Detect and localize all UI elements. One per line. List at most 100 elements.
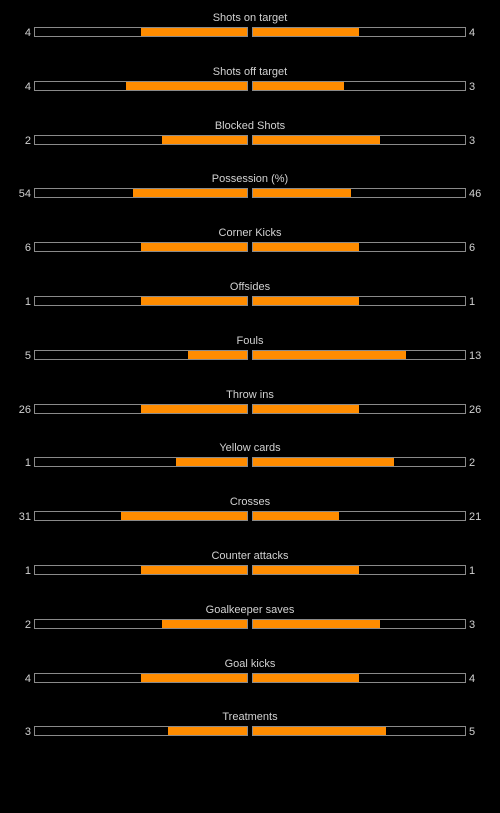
- stat-row: Blocked Shots 2 3: [0, 119, 500, 173]
- away-value: 26: [469, 403, 482, 416]
- away-bar-fill: [253, 673, 359, 682]
- home-bar-fill: [141, 673, 247, 682]
- stat-row: Corner Kicks 6 6: [0, 226, 500, 280]
- away-bar: [252, 618, 466, 629]
- away-bar: [252, 726, 466, 737]
- home-value: 26: [18, 403, 31, 416]
- home-bar-fill: [162, 135, 247, 144]
- stat-row: Possession (%) 54 46: [0, 172, 500, 226]
- stat-label: Corner Kicks: [218, 227, 282, 240]
- away-bar: [252, 188, 466, 199]
- home-bar-fill: [141, 243, 247, 252]
- stat-row: Goalkeeper saves 2 3: [0, 603, 500, 657]
- away-bar-fill: [253, 458, 395, 467]
- away-value: 1: [469, 564, 476, 577]
- stat-label: Offsides: [229, 280, 271, 293]
- stat-row: Shots on target 4 4: [0, 11, 500, 65]
- home-bar-fill: [188, 350, 247, 359]
- stat-label: Counter attacks: [211, 549, 289, 562]
- away-bar-fill: [253, 565, 359, 574]
- home-bar-fill: [176, 458, 247, 467]
- away-bar-fill: [253, 350, 407, 359]
- home-value: 1: [24, 564, 31, 577]
- home-bar: [34, 618, 248, 629]
- away-bar: [252, 403, 466, 414]
- stat-label: Shots off target: [212, 65, 288, 78]
- away-bar-fill: [253, 727, 386, 736]
- home-value: 4: [24, 80, 31, 93]
- away-bar: [252, 134, 466, 145]
- home-value: 2: [24, 134, 31, 147]
- home-value: 54: [18, 188, 31, 201]
- match-stats-list: Shots on target 4 4 Shots off target 4 3 Block…: [0, 11, 500, 764]
- home-bar: [34, 188, 248, 199]
- away-bar: [252, 80, 466, 91]
- away-bar-fill: [253, 81, 344, 90]
- away-value: 46: [469, 188, 482, 201]
- home-value: 1: [24, 295, 31, 308]
- away-bar: [252, 672, 466, 683]
- home-bar-fill: [141, 296, 247, 305]
- home-bar-fill: [167, 727, 247, 736]
- home-bar: [34, 403, 248, 414]
- stat-row: Crosses 31 21: [0, 495, 500, 549]
- away-bar: [252, 349, 466, 360]
- away-bar-fill: [253, 619, 381, 628]
- stat-row: Treatments 3 5: [0, 710, 500, 764]
- away-value: 3: [469, 80, 476, 93]
- stat-label: Treatments: [222, 711, 278, 724]
- stat-row: Yellow cards 1 2: [0, 441, 500, 495]
- home-value: 1: [24, 457, 31, 470]
- stat-label: Yellow cards: [219, 442, 281, 455]
- stat-label: Blocked Shots: [214, 119, 286, 132]
- stat-row: Shots off target 4 3: [0, 65, 500, 119]
- home-bar: [34, 80, 248, 91]
- away-bar-fill: [253, 28, 359, 36]
- home-bar: [34, 27, 248, 37]
- away-value: 2: [469, 457, 476, 470]
- home-bar: [34, 726, 248, 737]
- stat-row: Goal kicks 4 4: [0, 657, 500, 711]
- home-value: 4: [24, 672, 31, 685]
- away-bar-fill: [253, 512, 339, 521]
- stat-row: Counter attacks 1 1: [0, 549, 500, 603]
- away-value: 5: [469, 726, 476, 739]
- away-bar-fill: [253, 296, 359, 305]
- away-value: 21: [469, 511, 482, 524]
- away-value: 3: [469, 618, 476, 631]
- away-bar: [252, 295, 466, 306]
- stat-row: Throw ins 26 26: [0, 388, 500, 442]
- stat-label: Shots on target: [212, 12, 288, 24]
- stat-label: Goalkeeper saves: [205, 603, 295, 616]
- away-bar: [252, 457, 466, 468]
- home-value: 5: [24, 349, 31, 362]
- home-bar: [34, 511, 248, 522]
- home-bar-fill: [141, 28, 247, 36]
- stat-label: Fouls: [236, 334, 264, 347]
- stat-row: Offsides 1 1: [0, 280, 500, 334]
- away-value: 4: [469, 27, 476, 39]
- home-bar-fill: [141, 565, 247, 574]
- home-bar-fill: [141, 404, 247, 413]
- stat-label: Crosses: [229, 496, 271, 509]
- home-bar: [34, 242, 248, 253]
- away-value: 13: [469, 349, 482, 362]
- away-bar-fill: [253, 135, 381, 144]
- away-value: 4: [469, 672, 476, 685]
- away-bar-fill: [253, 189, 351, 198]
- stat-label: Possession (%): [211, 173, 289, 186]
- home-bar: [34, 134, 248, 145]
- home-bar-fill: [125, 81, 247, 90]
- home-bar: [34, 672, 248, 683]
- away-bar-fill: [253, 243, 359, 252]
- home-bar: [34, 295, 248, 306]
- home-bar-fill: [162, 619, 247, 628]
- home-value: 4: [24, 27, 31, 39]
- away-value: 3: [469, 134, 476, 147]
- home-bar-fill: [120, 512, 247, 521]
- home-bar: [34, 349, 248, 360]
- home-bar: [34, 564, 248, 575]
- away-bar-fill: [253, 404, 359, 413]
- stat-label: Goal kicks: [224, 657, 276, 670]
- home-bar: [34, 457, 248, 468]
